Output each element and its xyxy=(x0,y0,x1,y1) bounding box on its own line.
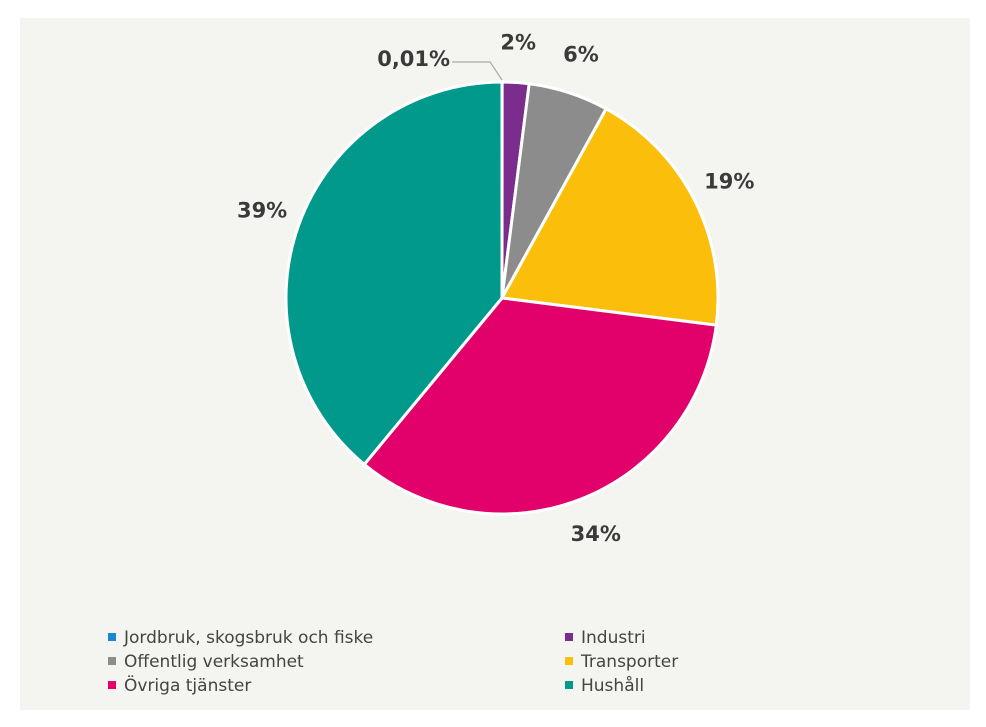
data-label: 19% xyxy=(704,169,754,193)
data-label: 34% xyxy=(571,522,621,546)
data-label: 6% xyxy=(563,43,599,67)
data-label: 2% xyxy=(500,31,536,55)
legend-swatch xyxy=(108,681,116,689)
data-label: 39% xyxy=(237,199,287,223)
legend-label: Övriga tjänster xyxy=(124,674,251,696)
data-label: 0,01% xyxy=(377,47,450,71)
legend-swatch xyxy=(565,633,573,641)
legend-swatch xyxy=(108,657,116,665)
legend-label: Industri xyxy=(581,628,646,648)
legend-swatch xyxy=(108,633,116,641)
legend-swatch xyxy=(565,681,573,689)
legend-label: Transporter xyxy=(580,652,678,672)
pie-slice xyxy=(499,106,720,327)
leader-line xyxy=(452,61,503,81)
legend-swatch xyxy=(565,657,573,665)
pie-slice xyxy=(284,80,504,467)
pie-slice xyxy=(362,296,718,516)
legend-label: Offentlig verksamhet xyxy=(124,652,304,672)
legend-label: Hushåll xyxy=(581,675,644,696)
legend-label: Jordbruk, skogsbruk och fiske xyxy=(123,628,373,648)
